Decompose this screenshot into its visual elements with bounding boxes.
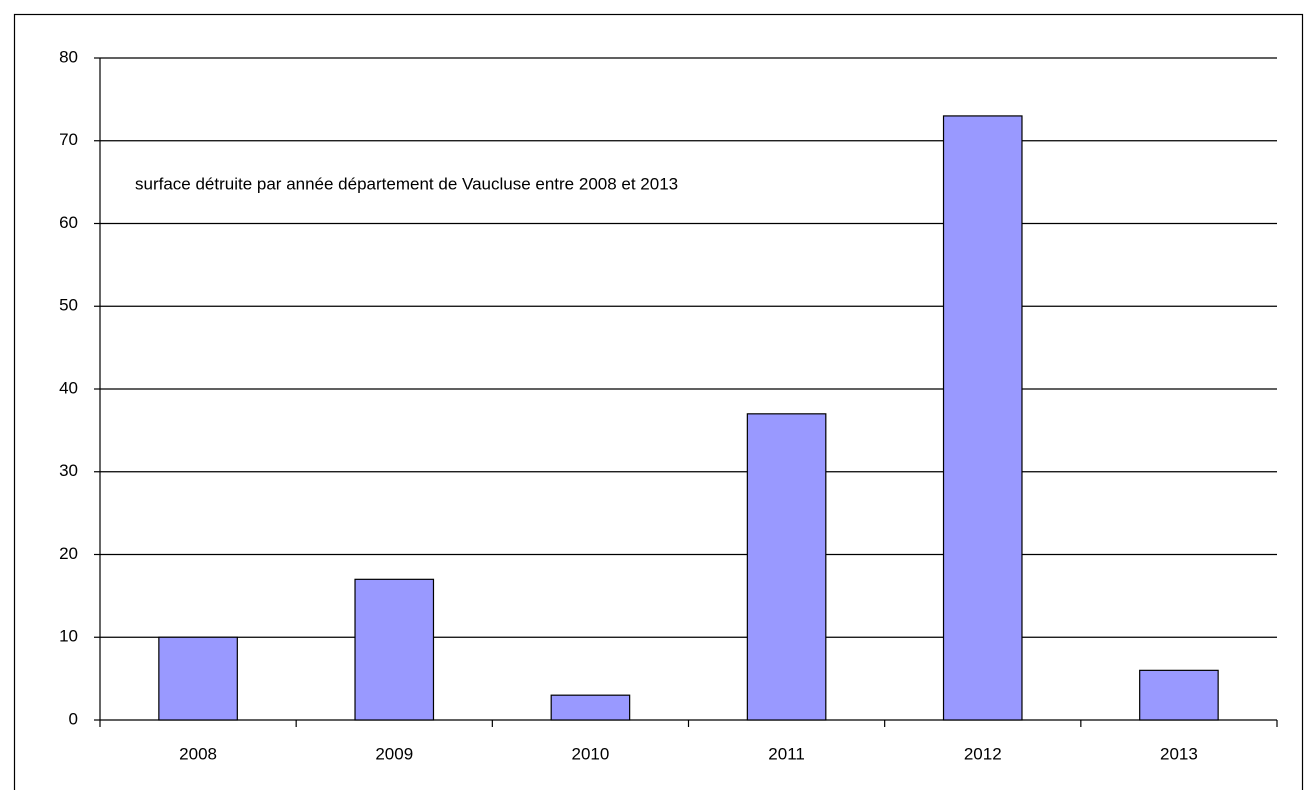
bar [550, 694, 631, 721]
x-tick-label: 2009 [375, 744, 413, 763]
chart-annotation: surface détruite par année département d… [135, 174, 678, 193]
bar [942, 115, 1023, 721]
x-tick-label: 2010 [572, 744, 610, 763]
y-tick-label: 80 [59, 47, 78, 66]
bar [746, 413, 827, 721]
y-tick-label: 60 [59, 213, 78, 232]
bar [1139, 669, 1219, 721]
bar [158, 636, 238, 721]
y-tick-label: 20 [59, 544, 78, 563]
x-tick-label: 2013 [1160, 744, 1198, 763]
x-tick-label: 2008 [179, 744, 217, 763]
y-tick-label: 70 [59, 130, 78, 149]
x-tick-label: 2012 [964, 744, 1002, 763]
y-tick-label: 50 [59, 296, 78, 315]
bar [354, 578, 435, 721]
y-tick-label: 0 [69, 709, 78, 728]
x-tick-label: 2011 [768, 744, 805, 763]
y-tick-label: 40 [59, 378, 78, 397]
y-tick-label: 10 [59, 627, 78, 646]
y-tick-label: 30 [59, 461, 78, 480]
